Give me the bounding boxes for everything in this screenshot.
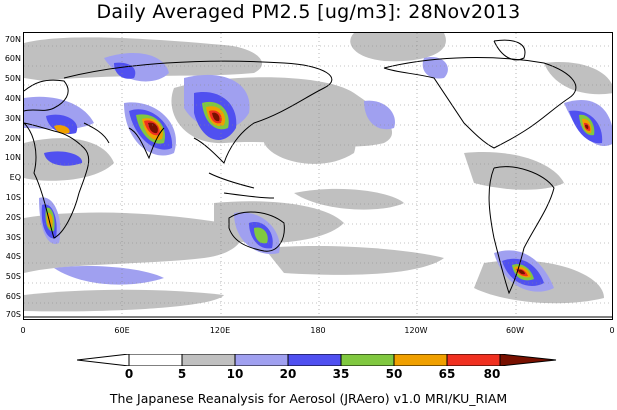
colorbar-segment-35 (340, 354, 395, 366)
colorbar-label-50: 50 (385, 367, 403, 381)
lat-label-40n: 40N (4, 94, 21, 103)
colorbar-segment-80 (499, 354, 557, 366)
colorbar-segment-0-5 (77, 354, 130, 366)
lat-label-70s: 70S (5, 310, 21, 319)
lon-label-120e: 120E (209, 326, 231, 335)
lat-label-70n: 70N (4, 35, 21, 44)
colorbar-label-80: 80 (483, 367, 501, 381)
lat-label-10n: 10N (4, 153, 21, 162)
lat-label-60s: 60S (5, 292, 21, 301)
graticule (24, 33, 612, 319)
lon-label-60e: 60E (114, 326, 130, 335)
colorbar-label-5: 5 (177, 367, 187, 381)
colorbar (77, 354, 557, 366)
lat-label-10s: 10S (5, 193, 21, 202)
coastlines (24, 39, 612, 318)
colorbar-label-0: 0 (124, 367, 134, 381)
footer-credit: The Japanese Reanalysis for Aerosol (JRA… (109, 391, 508, 406)
colorbar-segment-0 (128, 354, 183, 366)
colorbar-segment-10 (234, 354, 289, 366)
colorbar-label-20: 20 (279, 367, 297, 381)
colorbar-label-10: 10 (226, 367, 244, 381)
colorbar-segment-20 (287, 354, 342, 366)
lat-label-50n: 50N (4, 74, 21, 83)
lon-label-180: 180 (310, 326, 326, 335)
lon-label-60w: 60W (505, 326, 525, 335)
lon-label-0-right: 0 (609, 326, 615, 335)
lat-label-20n: 20N (4, 134, 21, 143)
lon-label-120w: 120W (404, 326, 428, 335)
map-title: Daily Averaged PM2.5 [ug/m3]: 28Nov2013 (96, 1, 521, 23)
concentration-over-80 (148, 112, 589, 275)
lon-label-0-left: 0 (20, 326, 26, 335)
pm25-map (23, 32, 613, 320)
lat-label-30s: 30S (5, 233, 21, 242)
colorbar-label-35: 35 (332, 367, 350, 381)
pm25-field (24, 33, 612, 319)
colorbar-segment-65 (446, 354, 501, 366)
colorbar-segment-5 (181, 354, 236, 366)
lat-label-30n: 30N (4, 114, 21, 123)
lat-label-40s: 40S (5, 252, 21, 261)
colorbar-segment-50 (393, 354, 448, 366)
lat-label-20s: 20S (5, 213, 21, 222)
lat-label-eq: EQ (9, 173, 21, 182)
lat-label-50s: 50S (5, 272, 21, 281)
lat-label-60n: 60N (4, 54, 21, 63)
colorbar-label-65: 65 (438, 367, 456, 381)
